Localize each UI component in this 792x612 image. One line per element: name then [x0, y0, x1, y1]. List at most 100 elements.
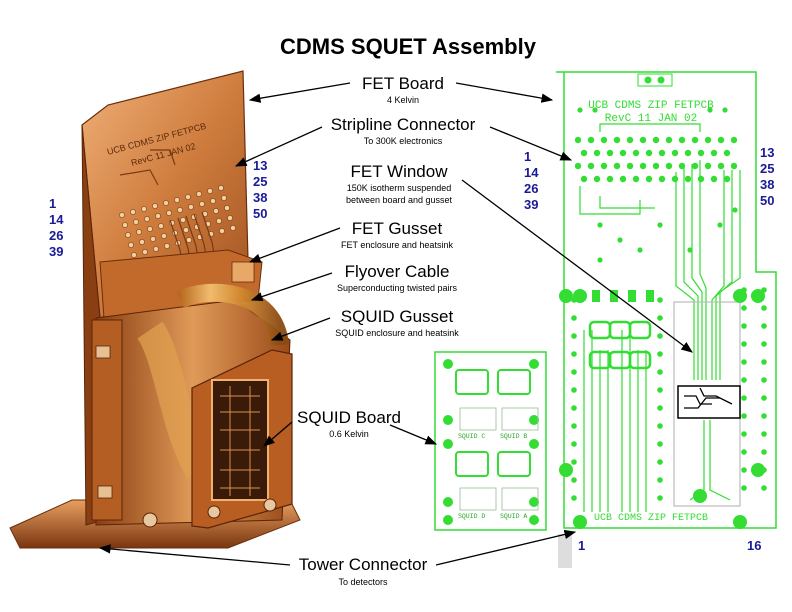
pcb-via	[657, 297, 663, 303]
squid-trace-loop	[455, 451, 489, 477]
photo-pad	[136, 229, 142, 235]
photo-pad	[161, 233, 167, 239]
pin-number: 16	[747, 538, 761, 553]
squid-chip-outline	[501, 407, 539, 431]
squid-pcb-layout: SQUID C SQUID B SQUID D SQUID A	[434, 351, 547, 531]
pcb-pad	[606, 149, 614, 157]
pcb-pad	[723, 175, 731, 183]
pcb-traces	[579, 123, 741, 512]
pin-number: 1	[578, 538, 585, 553]
pcb-via	[657, 405, 663, 411]
photo-pad	[221, 195, 227, 201]
pcb-large-pad	[751, 289, 765, 303]
photo-pad	[224, 205, 230, 211]
pcb-pad	[645, 175, 653, 183]
pcb-large-pad	[559, 463, 573, 477]
pcb-via	[657, 369, 663, 375]
photo-pad	[141, 206, 147, 212]
pcb-via	[761, 413, 767, 419]
pin-number: 39	[524, 197, 538, 212]
pcb-via	[761, 485, 767, 491]
squid-pcb-features	[443, 359, 539, 525]
squid-label-b: SQUID B	[500, 433, 527, 440]
pcb-capacitor	[592, 290, 600, 302]
pcb-pad	[723, 149, 731, 157]
label-fet-board: FET Board	[362, 74, 444, 93]
squid-pad	[529, 439, 539, 449]
pcb-large-pad	[559, 289, 573, 303]
arrow-squid-board-pcb	[389, 424, 438, 445]
pcb-bottom-silkscreen: UCB CDMS ZIP FETPCB	[594, 513, 708, 524]
photo-pad	[174, 197, 180, 203]
pcb-pad	[613, 162, 621, 170]
pcb-pad	[717, 162, 725, 170]
photo-pad	[153, 246, 159, 252]
callout-labels: FET Board 4 Kelvin Stripline Connector T…	[297, 74, 476, 587]
pcb-pad	[613, 136, 621, 144]
pcb-large-pad	[733, 515, 747, 529]
pcb-via	[741, 323, 747, 329]
pcb-via	[657, 441, 663, 447]
pcb-pad	[658, 175, 666, 183]
pcb-via	[571, 333, 577, 339]
photo-pad	[139, 239, 145, 245]
pin-number: 25	[253, 174, 267, 189]
pcb-large-pad	[693, 489, 707, 503]
pcb-pad	[730, 136, 738, 144]
pcb-pad	[697, 149, 705, 157]
photo-squid-board-traces	[220, 386, 260, 496]
pcb-fet-chip-traces	[684, 387, 733, 409]
pcb-pad	[593, 149, 601, 157]
pcb-large-pad	[751, 463, 765, 477]
pcb-pad	[639, 136, 647, 144]
photo-pad	[130, 209, 136, 215]
squid-chip-outline	[501, 487, 539, 511]
pin-number: 1	[524, 149, 531, 164]
pcb-via	[741, 467, 747, 473]
photo-pad	[230, 225, 236, 231]
photo-pad	[133, 219, 139, 225]
pcb-via	[657, 423, 663, 429]
pcb-pad	[704, 136, 712, 144]
photo-screw	[95, 345, 111, 359]
pcb-via	[741, 359, 747, 365]
photo-pad	[219, 228, 225, 234]
photo-pad	[131, 252, 137, 258]
squid-label-a: SQUID A	[500, 513, 527, 520]
pcb-pad	[619, 149, 627, 157]
pin-number: 13	[253, 158, 267, 173]
pcb-pad	[732, 207, 738, 213]
pin-number: 14	[49, 212, 64, 227]
pcb-pad	[632, 149, 640, 157]
pcb-pad	[632, 175, 640, 183]
pcb-pad	[645, 149, 653, 157]
photo-pad	[186, 237, 192, 243]
label-fet-window-sub2: between board and gusset	[346, 195, 453, 205]
photo-pad	[158, 223, 164, 229]
label-stripline: Stripline Connector	[331, 115, 476, 134]
callout-arrows	[98, 82, 693, 566]
label-flyover-sub: Superconducting twisted pairs	[337, 283, 458, 293]
arrow-tower-photo	[98, 544, 291, 566]
squid-pad	[529, 497, 539, 507]
pcb-pad	[665, 162, 673, 170]
pin-number: 26	[49, 228, 63, 243]
pcb-pad	[639, 162, 647, 170]
pcb-pad	[730, 162, 738, 170]
photo-pad	[185, 194, 191, 200]
pcb-via	[761, 341, 767, 347]
photo-pad	[164, 243, 170, 249]
squid-pad	[443, 415, 453, 425]
arrow-fet-board-pcb	[455, 82, 554, 103]
squid-label-d: SQUID D	[458, 513, 485, 520]
pcb-pad	[678, 162, 686, 170]
pcb-pad	[678, 136, 686, 144]
pcb-pad	[687, 247, 693, 253]
pcb-pad	[574, 136, 582, 144]
pcb-pad	[626, 136, 634, 144]
pcb-via	[657, 351, 663, 357]
label-fet-board-sub: 4 Kelvin	[387, 95, 419, 105]
squid-pad	[443, 439, 453, 449]
pcb-pad	[617, 237, 623, 243]
photo-pad	[142, 249, 148, 255]
